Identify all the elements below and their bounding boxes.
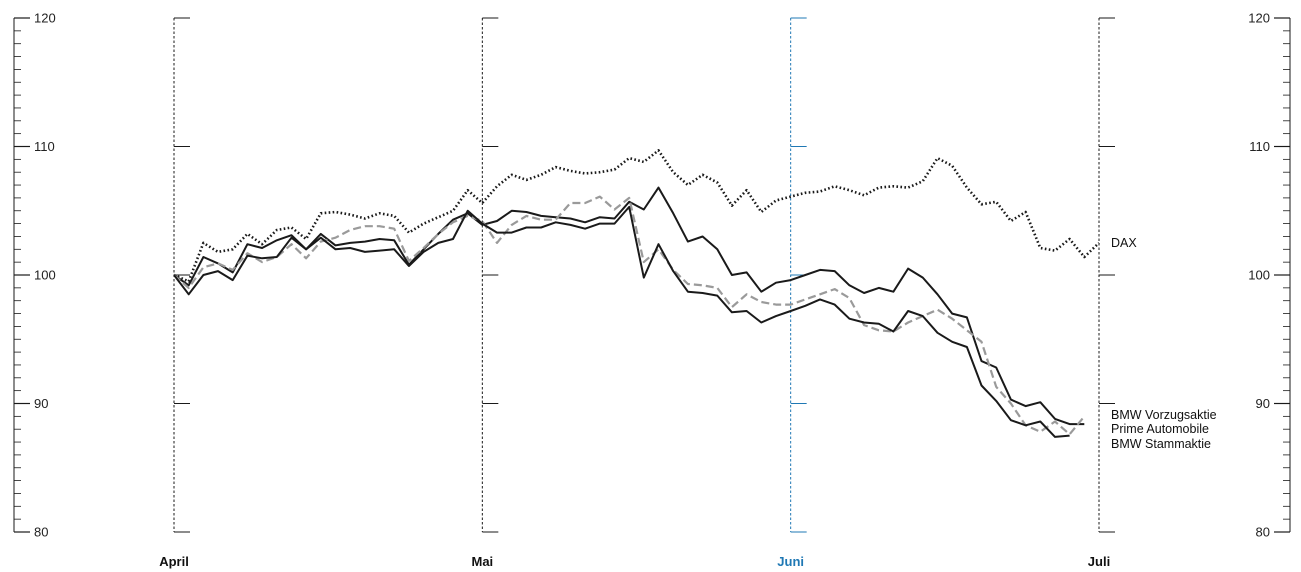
series-label-dax: DAX (1111, 236, 1137, 250)
left-tick-label: 90 (34, 396, 48, 411)
series-lines (173, 149, 1100, 438)
right-tick-label: 120 (1248, 11, 1270, 26)
left-tick-label: 110 (34, 139, 55, 154)
right-y-axis: 80 90 100 110 120 (1248, 11, 1291, 540)
right-tick-label: 90 (1256, 396, 1270, 411)
series-label-bmw-vorzugsaktie: BMW Vorzugsaktie (1111, 408, 1217, 422)
left-tick-label: 80 (34, 525, 48, 540)
right-tick-label: 80 (1256, 525, 1270, 540)
month-label-mai: Mai (471, 554, 493, 569)
month-labels: April Mai Juni Juli (159, 554, 1110, 569)
series-line-bmw-vorzugsaktie (173, 186, 1085, 426)
month-label-juli: Juli (1088, 554, 1110, 569)
series-line-dax (173, 149, 1100, 283)
left-tick-label: 120 (34, 11, 56, 26)
series-label-prime-automobile: Prime Automobile (1111, 422, 1209, 436)
month-label-juni: Juni (777, 554, 804, 569)
left-y-axis: 80 90 100 110 120 (13, 11, 56, 540)
month-label-april: April (159, 554, 189, 569)
series-line-prime-automobile (173, 195, 1086, 436)
right-tick-label: 100 (1248, 268, 1270, 283)
series-label-bmw-stammaktie: BMW Stammaktie (1111, 437, 1211, 451)
left-tick-label: 100 (34, 268, 56, 283)
right-tick-label: 110 (1249, 139, 1270, 154)
month-divider-lines (173, 17, 1115, 533)
series-line-bmw-stammaktie (173, 205, 1070, 438)
